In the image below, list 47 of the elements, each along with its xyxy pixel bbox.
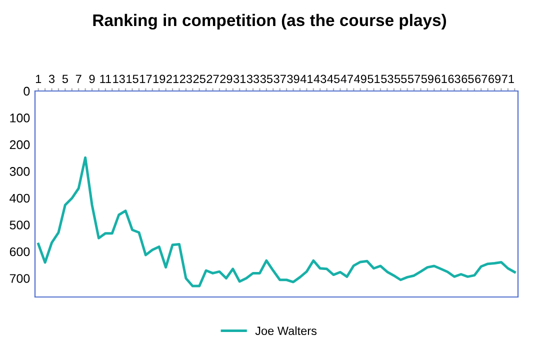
x-tick-label: 15 [126,74,138,84]
x-tick-label: 25 [193,74,206,84]
legend-label: Joe Walters [255,326,317,336]
x-tick-label: 9 [89,74,95,84]
x-tick-label: 67 [475,74,488,84]
y-tick-label: 400 [10,194,30,203]
x-tick-label: 65 [462,74,474,84]
x-tick-label: 39 [287,74,300,84]
y-tick-label: 600 [10,247,30,256]
x-tick-label: 31 [233,74,246,84]
x-tick-label: 1 [36,74,42,83]
y-tick-label: 500 [10,220,30,230]
x-tick-label: 57 [408,74,420,84]
x-tick-label: 55 [394,74,407,84]
x-tick-label: 43 [314,74,326,84]
x-tick-label: 49 [354,74,366,84]
x-tick-label: 33 [246,74,260,84]
x-tick-label: 13 [113,74,125,84]
y-tick-label: 700 [10,274,30,283]
x-tick-label: 37 [274,74,286,84]
x-tick-label: 63 [448,74,460,84]
x-tick-label: 3 [48,74,55,84]
x-tick-label: 53 [381,74,394,84]
x-tick-label: 71 [502,74,514,83]
x-tick-label: 69 [488,74,501,84]
y-tick-label: 100 [10,114,30,122]
x-tick-label: 17 [140,74,152,83]
chart-title: Ranking in competition (as the course plays) [93,14,446,30]
x-tick-label: 21 [166,74,179,83]
x-tick-label: 47 [340,74,353,83]
x-tick-label: 35 [260,74,273,84]
x-tick-label: 61 [434,74,447,84]
x-tick-label: 51 [368,74,380,84]
x-tick-label: 11 [100,74,111,83]
x-tick-label: 19 [153,74,166,84]
x-tick-label: 23 [180,74,192,84]
x-tick-label: 41 [300,74,313,83]
line-series [37,156,516,288]
y-tick-label: 200 [10,140,30,150]
x-tick-label: 27 [206,74,219,83]
y-tick-label: 0 [24,86,30,96]
x-tick-label: 5 [62,74,68,84]
x-tick-label: 29 [220,74,232,84]
x-tick-label: 59 [421,74,434,84]
x-tick-label: 7 [76,74,82,83]
y-tick-label: 300 [10,167,30,176]
x-tick-label: 45 [327,74,340,84]
